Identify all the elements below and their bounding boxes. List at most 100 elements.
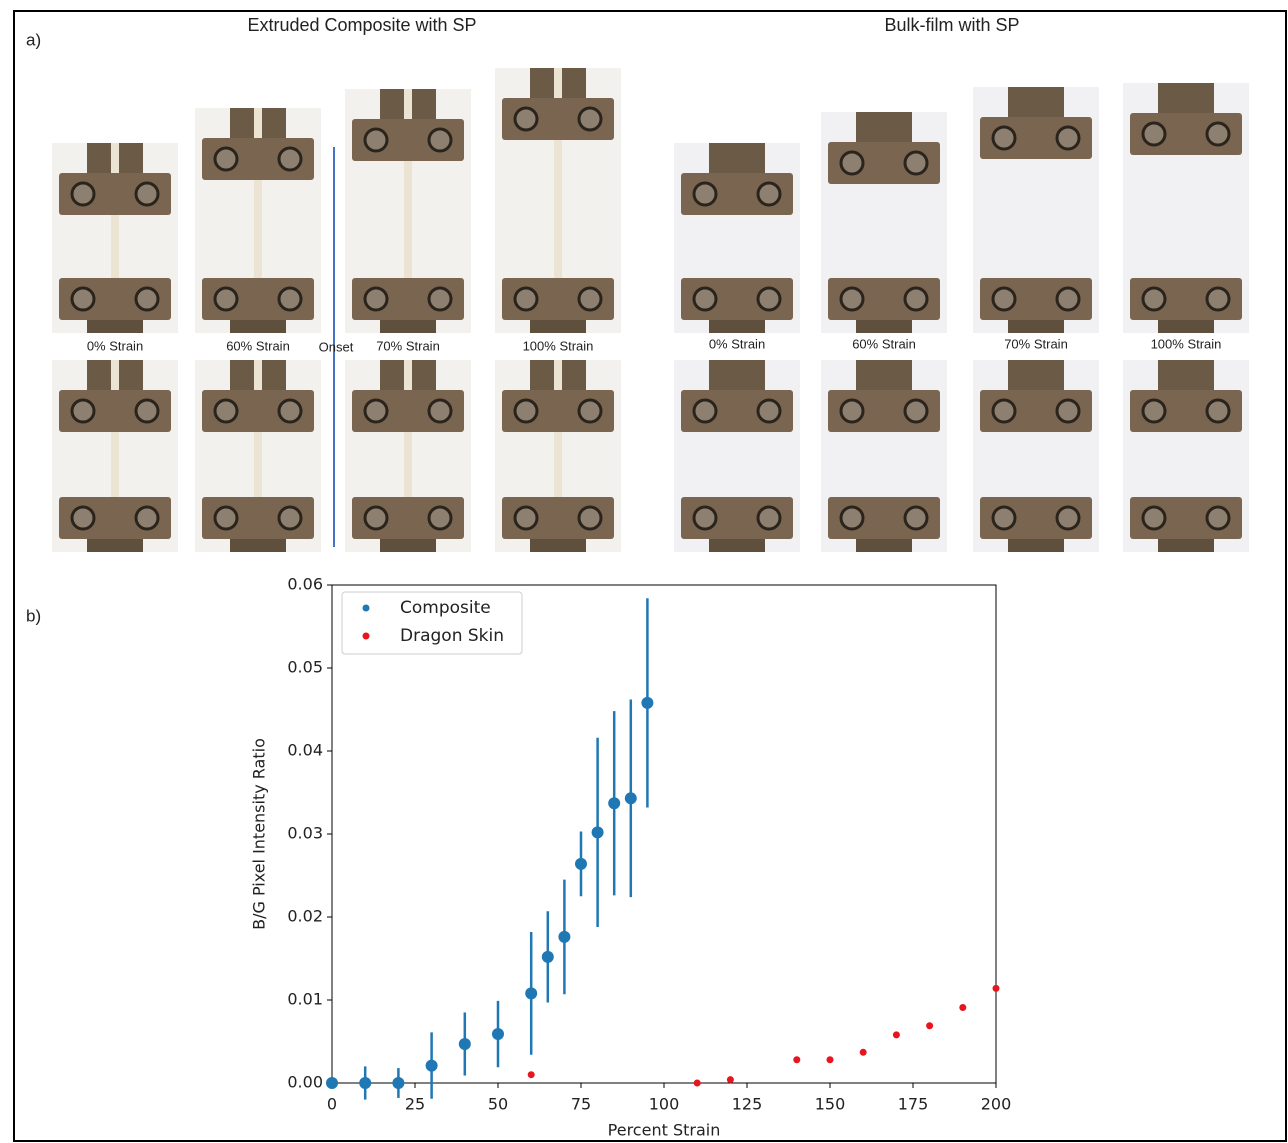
screw [365, 400, 387, 422]
screw [429, 507, 451, 529]
x-tick-label: 75 [571, 1095, 591, 1114]
screw [72, 183, 94, 205]
screw [215, 148, 237, 170]
screw [579, 108, 601, 130]
screw [694, 288, 716, 310]
panel-label: b) [26, 606, 41, 625]
grip [530, 319, 586, 333]
point [694, 1080, 701, 1087]
point [727, 1076, 734, 1083]
strain-label: 0% Strain [709, 336, 765, 351]
screw [279, 400, 301, 422]
screw [365, 288, 387, 310]
point [641, 697, 653, 709]
screw [1207, 507, 1229, 529]
screw [579, 400, 601, 422]
x-tick-label: 0 [327, 1095, 337, 1114]
panel-label: a) [26, 30, 41, 49]
screw [905, 400, 927, 422]
screw [72, 400, 94, 422]
grip [856, 112, 912, 142]
point [525, 987, 537, 999]
grip [1158, 360, 1214, 390]
y-tick-label: 0.06 [287, 575, 323, 594]
legend-label: Composite [400, 598, 491, 618]
x-tick-label: 150 [815, 1095, 846, 1114]
screw [993, 400, 1015, 422]
legend-marker [363, 605, 370, 612]
grip [230, 538, 286, 552]
point [359, 1077, 371, 1089]
point [608, 797, 620, 809]
figure: a) Extruded Composite with SP Bulk-film … [0, 0, 1288, 1143]
screw [905, 507, 927, 529]
grip [1008, 360, 1064, 390]
grip [709, 143, 765, 173]
screw [841, 507, 863, 529]
point [993, 985, 1000, 992]
strain-label: 70% Strain [376, 338, 440, 353]
grip [1008, 319, 1064, 333]
point [326, 1077, 338, 1089]
strain-label: 60% Strain [852, 336, 916, 351]
grip [87, 319, 143, 333]
screw [758, 507, 780, 529]
screw [279, 507, 301, 529]
screw [1057, 127, 1079, 149]
screw [72, 288, 94, 310]
strain-label: 70% Strain [1004, 336, 1068, 351]
screw [429, 400, 451, 422]
point [926, 1022, 933, 1029]
point [860, 1049, 867, 1056]
grip [856, 538, 912, 552]
screw [365, 129, 387, 151]
screw [694, 400, 716, 422]
screw [758, 400, 780, 422]
point [793, 1056, 800, 1063]
screw [215, 288, 237, 310]
grip [709, 360, 765, 390]
screw [429, 129, 451, 151]
screw [694, 507, 716, 529]
legend-marker [363, 633, 370, 640]
screw [1143, 123, 1165, 145]
point [959, 1004, 966, 1011]
screw [579, 288, 601, 310]
x-tick-label: 100 [649, 1095, 680, 1114]
point [392, 1077, 404, 1089]
x-tick-label: 50 [488, 1095, 508, 1114]
x-tick-label: 175 [898, 1095, 929, 1114]
grip [856, 319, 912, 333]
point [542, 951, 554, 963]
screw [993, 507, 1015, 529]
y-tick-label: 0.01 [287, 990, 323, 1009]
grip [1008, 538, 1064, 552]
screw [215, 400, 237, 422]
screw [136, 288, 158, 310]
screw [1143, 400, 1165, 422]
y-tick-label: 0.03 [287, 824, 323, 843]
point [558, 931, 570, 943]
grip [380, 319, 436, 333]
strain-label: 0% Strain [87, 338, 143, 353]
grip [87, 538, 143, 552]
grip [856, 360, 912, 390]
x-tick-label: 200 [981, 1095, 1012, 1114]
screw [1207, 288, 1229, 310]
screw [1143, 288, 1165, 310]
point [528, 1071, 535, 1078]
y-tick-label: 0.04 [287, 741, 323, 760]
screw [905, 152, 927, 174]
grip [1158, 538, 1214, 552]
grip [709, 538, 765, 552]
plot-frame [332, 585, 996, 1083]
screw [579, 507, 601, 529]
strain-label: 100% Strain [1151, 336, 1222, 351]
x-axis-label: Percent Strain [608, 1121, 721, 1140]
point [575, 858, 587, 870]
screw [1057, 288, 1079, 310]
y-tick-label: 0.02 [287, 907, 323, 926]
screw [365, 507, 387, 529]
screw [1207, 123, 1229, 145]
screw [1143, 507, 1165, 529]
